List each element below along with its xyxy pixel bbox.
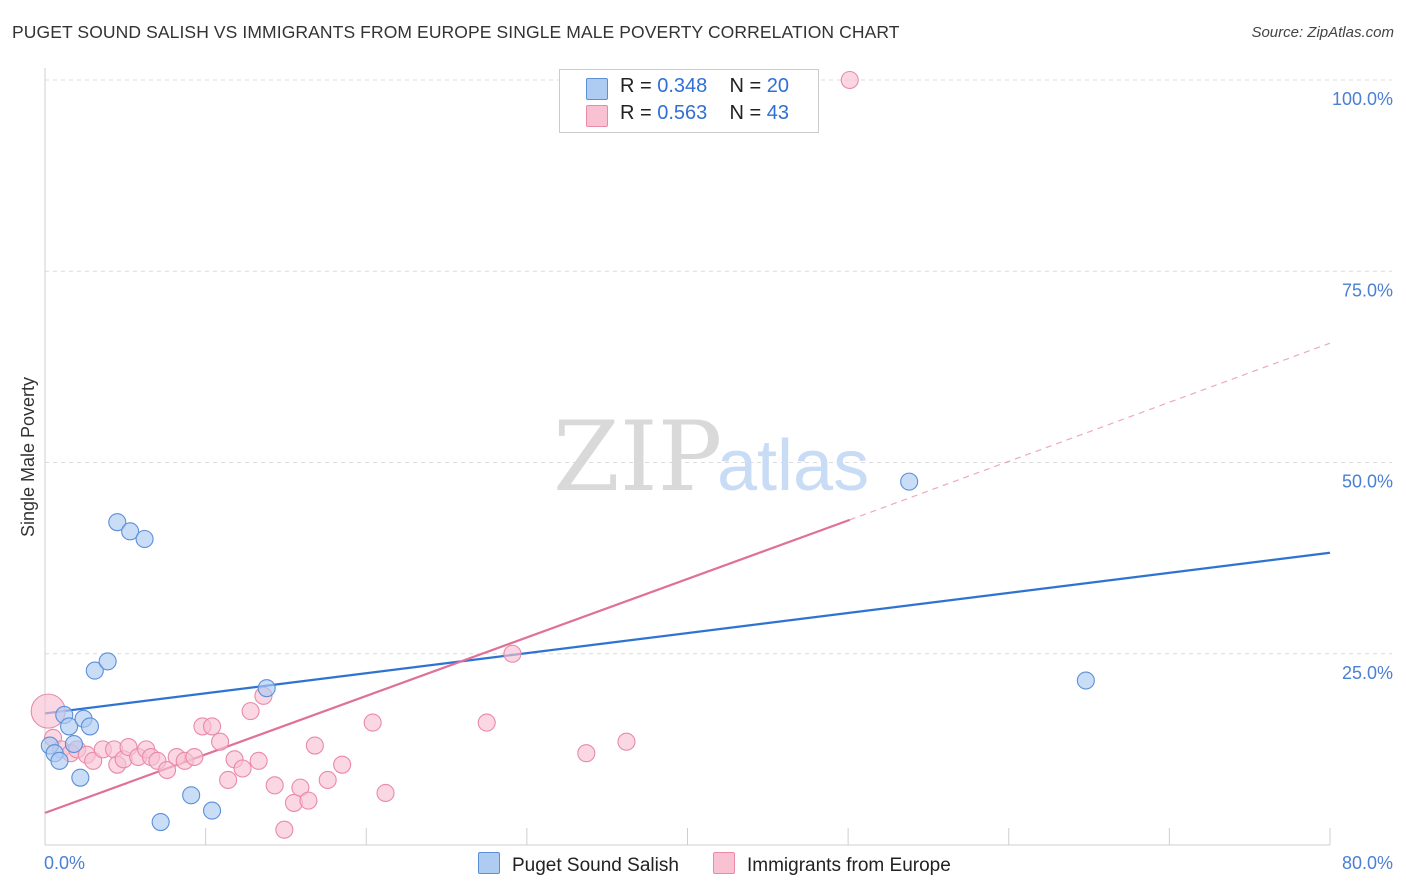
bottom-legend-salish: Puget Sound Salish: [478, 852, 679, 877]
legend-r-label: R =: [620, 75, 652, 97]
bottom-legend-label-europe: Immigrants from Europe: [747, 855, 951, 876]
bottom-legend-swatch-salish: [478, 852, 500, 874]
point-salish: [1076, 671, 1095, 690]
tick-labels: 25.0% 50.0% 75.0% 100.0% 0.0% 80.0%: [44, 89, 1393, 873]
point-salish: [80, 717, 100, 736]
point-europe: [577, 744, 596, 763]
legend-r-value-europe: 0.563: [657, 102, 708, 124]
legend-r-value-salish: 0.348: [657, 75, 708, 97]
y-tick-label: 25.0%: [1342, 663, 1393, 683]
point-europe: [203, 717, 222, 736]
trend-line-europe-extension: [849, 342, 1331, 521]
legend-r-label: R =: [620, 102, 652, 124]
point-salish: [64, 734, 83, 754]
point-europe: [185, 747, 204, 767]
x-tick-label: 80.0%: [1342, 853, 1393, 873]
point-europe: [265, 776, 284, 795]
point-europe: [233, 759, 252, 778]
point-salish: [85, 661, 104, 680]
point-salish: [50, 751, 69, 770]
point-salish: [121, 522, 140, 541]
point-salish: [135, 529, 154, 549]
point-europe: [219, 770, 238, 790]
legend-n-value-salish: 20: [766, 75, 790, 97]
y-axis-label: Single Male Poverty: [18, 377, 38, 537]
point-europe: [503, 644, 522, 663]
point-salish: [60, 717, 79, 736]
point-europe: [333, 755, 352, 774]
watermark-zip: ZIP: [553, 401, 722, 513]
legend-n-label: N =: [729, 75, 762, 97]
bottom-legend-label-salish: Puget Sound Salish: [512, 855, 679, 876]
legend-n-value-europe: 43: [766, 102, 790, 124]
y-tick-label: 50.0%: [1342, 472, 1393, 492]
point-europe: [840, 70, 859, 90]
point-europe: [477, 713, 496, 732]
point-salish: [71, 768, 90, 787]
point-europe: [617, 732, 636, 751]
trend-line-salish: [44, 551, 1331, 715]
data-points: [30, 70, 1095, 839]
x-tick-label: 0.0%: [44, 853, 85, 873]
point-salish: [203, 801, 222, 820]
point-europe: [291, 778, 310, 797]
point-europe: [376, 783, 395, 803]
bottom-legend-europe: Immigrants from Europe: [713, 852, 951, 877]
point-europe: [363, 713, 382, 732]
point-europe: [158, 760, 177, 780]
point-salish: [257, 679, 276, 698]
point-salish: [900, 472, 919, 491]
point-europe: [241, 702, 260, 721]
gridlines: [45, 79, 1392, 655]
y-tick-label: 100.0%: [1332, 89, 1393, 109]
point-salish: [98, 652, 117, 671]
point-salish: [151, 812, 170, 832]
point-europe: [211, 732, 230, 751]
chart-title: PUGET SOUND SALISH VS IMMIGRANTS FROM EU…: [12, 22, 900, 42]
y-tick-label: 75.0%: [1342, 280, 1393, 300]
point-salish: [108, 513, 127, 532]
point-salish: [182, 786, 201, 805]
point-europe: [318, 770, 337, 790]
point-europe: [275, 820, 294, 839]
legend-swatch-salish: [586, 78, 608, 100]
bottom-legend-swatch-europe: [713, 852, 735, 874]
legend-swatch-europe: [586, 105, 608, 127]
point-europe: [305, 736, 324, 755]
point-europe: [299, 791, 318, 810]
source-label: Source: ZipAtlas.com: [1251, 24, 1394, 41]
legend-n-label: N =: [729, 102, 762, 124]
point-europe: [249, 751, 268, 770]
legend: R = 0.348 N = 20 R = 0.563 N = 43: [559, 69, 819, 133]
watermark-atlas: atlas: [717, 426, 869, 506]
